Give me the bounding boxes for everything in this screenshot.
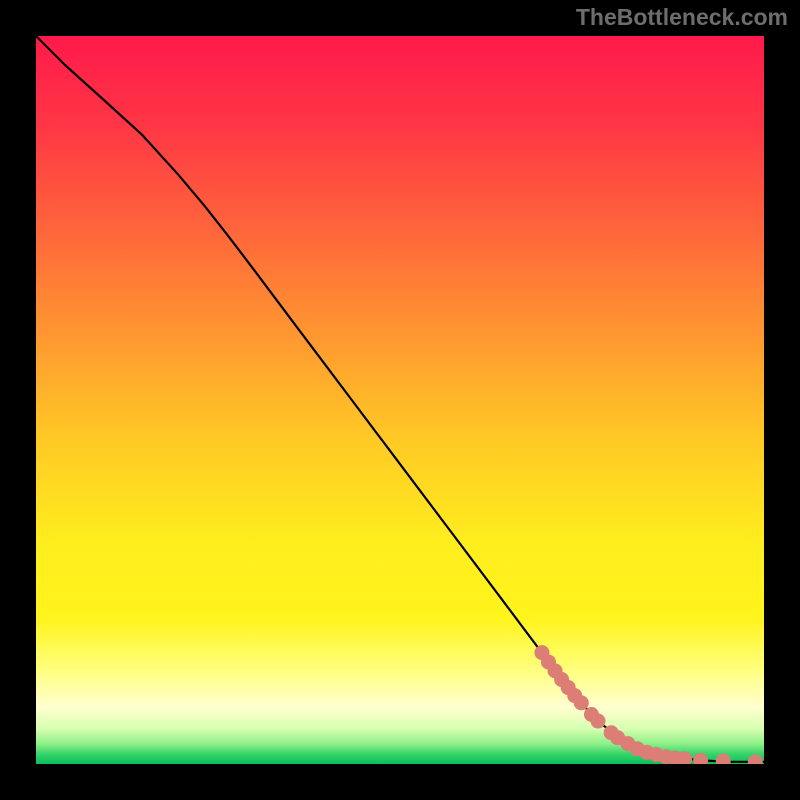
- attribution-label: TheBottleneck.com: [576, 4, 788, 31]
- data-marker: [591, 714, 606, 729]
- gradient-plot: [36, 36, 764, 764]
- data-marker: [574, 695, 589, 710]
- gradient-background: [36, 36, 764, 764]
- chart-frame: TheBottleneck.com: [0, 0, 800, 800]
